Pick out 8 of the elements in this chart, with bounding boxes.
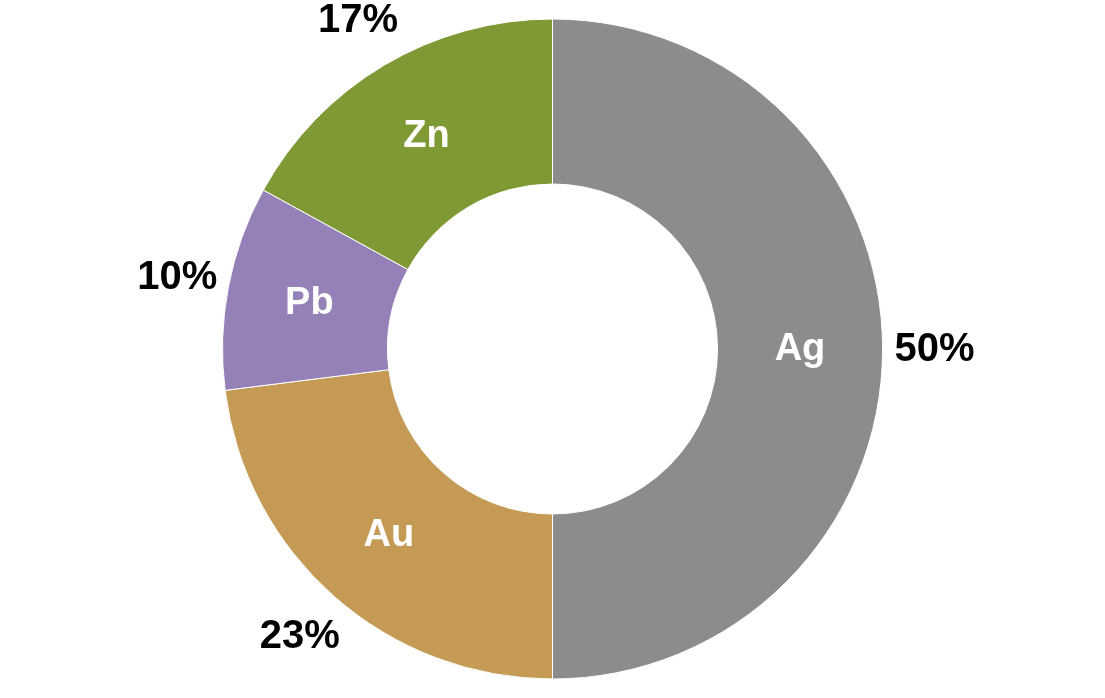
data-label: 17%	[318, 0, 399, 41]
slice-label: Zn	[403, 112, 450, 155]
slice-label: Pb	[285, 279, 334, 322]
data-label: 50%	[894, 325, 975, 369]
data-label: 23%	[259, 611, 340, 656]
slice-label: Ag	[774, 326, 826, 368]
slice-label: Au	[363, 511, 415, 554]
data-label: 10%	[137, 253, 218, 298]
